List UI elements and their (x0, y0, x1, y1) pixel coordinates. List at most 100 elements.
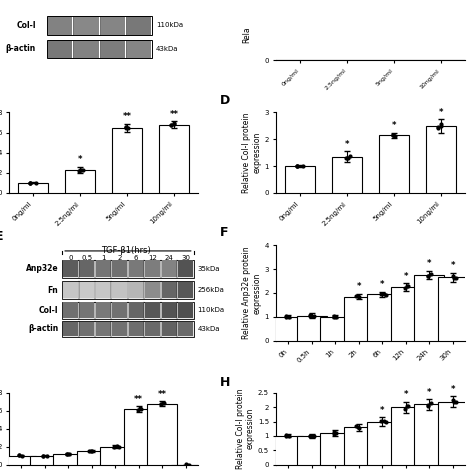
Text: Anp32e: Anp32e (26, 264, 58, 273)
Point (450, 274, 458, 282)
Bar (100, 40, 125, 58)
Bar (124, 409, 154, 465)
Text: 256kDa: 256kDa (198, 287, 224, 293)
Point (285, 432, 293, 440)
Y-axis label: Relative Col-I protein
expression: Relative Col-I protein expression (242, 112, 262, 193)
Point (330, 313, 338, 321)
Text: TGF-β1(hrs): TGF-β1(hrs) (101, 246, 151, 255)
Point (282, 312, 290, 320)
Point (75, 167, 82, 174)
Text: *: * (439, 108, 443, 117)
Point (293, 163, 301, 170)
Bar (48, 16, 73, 35)
Text: *: * (427, 388, 431, 397)
Point (390, 131, 397, 139)
Bar (320, 433, 350, 465)
Point (110, 443, 118, 450)
Bar (129, 261, 144, 277)
Text: 6: 6 (134, 255, 138, 261)
Point (137, 404, 144, 412)
Bar (112, 302, 127, 318)
Bar (62, 260, 194, 278)
Text: 110kDa: 110kDa (198, 307, 225, 313)
Bar (332, 157, 362, 193)
Point (390, 132, 397, 139)
Text: 0.5: 0.5 (81, 255, 92, 261)
Text: 24: 24 (164, 255, 173, 261)
Point (307, 432, 314, 439)
Bar (112, 283, 127, 298)
Text: 30: 30 (181, 255, 190, 261)
Point (332, 313, 340, 320)
Point (183, 461, 191, 468)
Point (27, 179, 34, 187)
Point (449, 273, 457, 280)
Text: E: E (0, 230, 3, 243)
Point (403, 402, 411, 410)
Bar (62, 301, 194, 319)
Text: *: * (450, 261, 455, 270)
Point (122, 124, 130, 132)
Point (293, 162, 301, 170)
Point (137, 405, 145, 412)
Bar (63, 302, 78, 318)
Point (122, 123, 130, 131)
Text: *: * (427, 259, 431, 268)
Point (344, 154, 351, 161)
Text: H: H (220, 376, 230, 389)
Bar (145, 302, 160, 318)
Bar (6, 456, 36, 465)
Text: β-actin: β-actin (28, 324, 58, 333)
Text: *: * (403, 391, 408, 400)
Point (15, 452, 22, 459)
Point (161, 399, 168, 407)
Point (428, 270, 435, 278)
Text: *: * (392, 121, 396, 130)
Bar (145, 261, 160, 277)
Text: Fn: Fn (47, 285, 58, 294)
Bar (320, 317, 350, 341)
Text: 12: 12 (148, 255, 157, 261)
Point (32, 179, 39, 187)
Point (282, 431, 290, 439)
Point (352, 292, 359, 300)
Point (401, 284, 409, 292)
Bar (129, 321, 144, 336)
Point (282, 432, 290, 439)
Bar (391, 287, 421, 341)
Bar (367, 294, 397, 341)
Point (424, 272, 432, 279)
Point (15, 452, 22, 459)
Bar (96, 261, 111, 277)
Text: 43kDa: 43kDa (156, 46, 179, 52)
Bar (100, 16, 125, 35)
Bar (112, 261, 127, 277)
Text: 1: 1 (101, 255, 106, 261)
Point (40, 452, 47, 459)
Text: *: * (345, 140, 349, 149)
Point (435, 124, 442, 131)
Bar (79, 321, 94, 336)
Text: Col-I: Col-I (39, 306, 58, 315)
Point (88, 447, 95, 455)
Bar (96, 283, 111, 298)
Point (18, 452, 26, 459)
Point (306, 312, 314, 320)
Text: *: * (450, 384, 455, 393)
Text: *: * (78, 155, 82, 164)
Bar (47, 16, 152, 35)
Bar (159, 125, 189, 193)
Bar (47, 40, 152, 58)
Point (404, 402, 412, 410)
Point (342, 154, 349, 162)
Bar (74, 40, 99, 58)
Point (306, 433, 314, 440)
Bar (145, 321, 160, 336)
Bar (162, 283, 176, 298)
Text: *: * (380, 280, 384, 289)
Text: β-actin: β-actin (6, 44, 36, 53)
Point (449, 396, 457, 404)
Bar (63, 283, 78, 298)
Bar (112, 128, 142, 193)
Point (424, 402, 431, 410)
